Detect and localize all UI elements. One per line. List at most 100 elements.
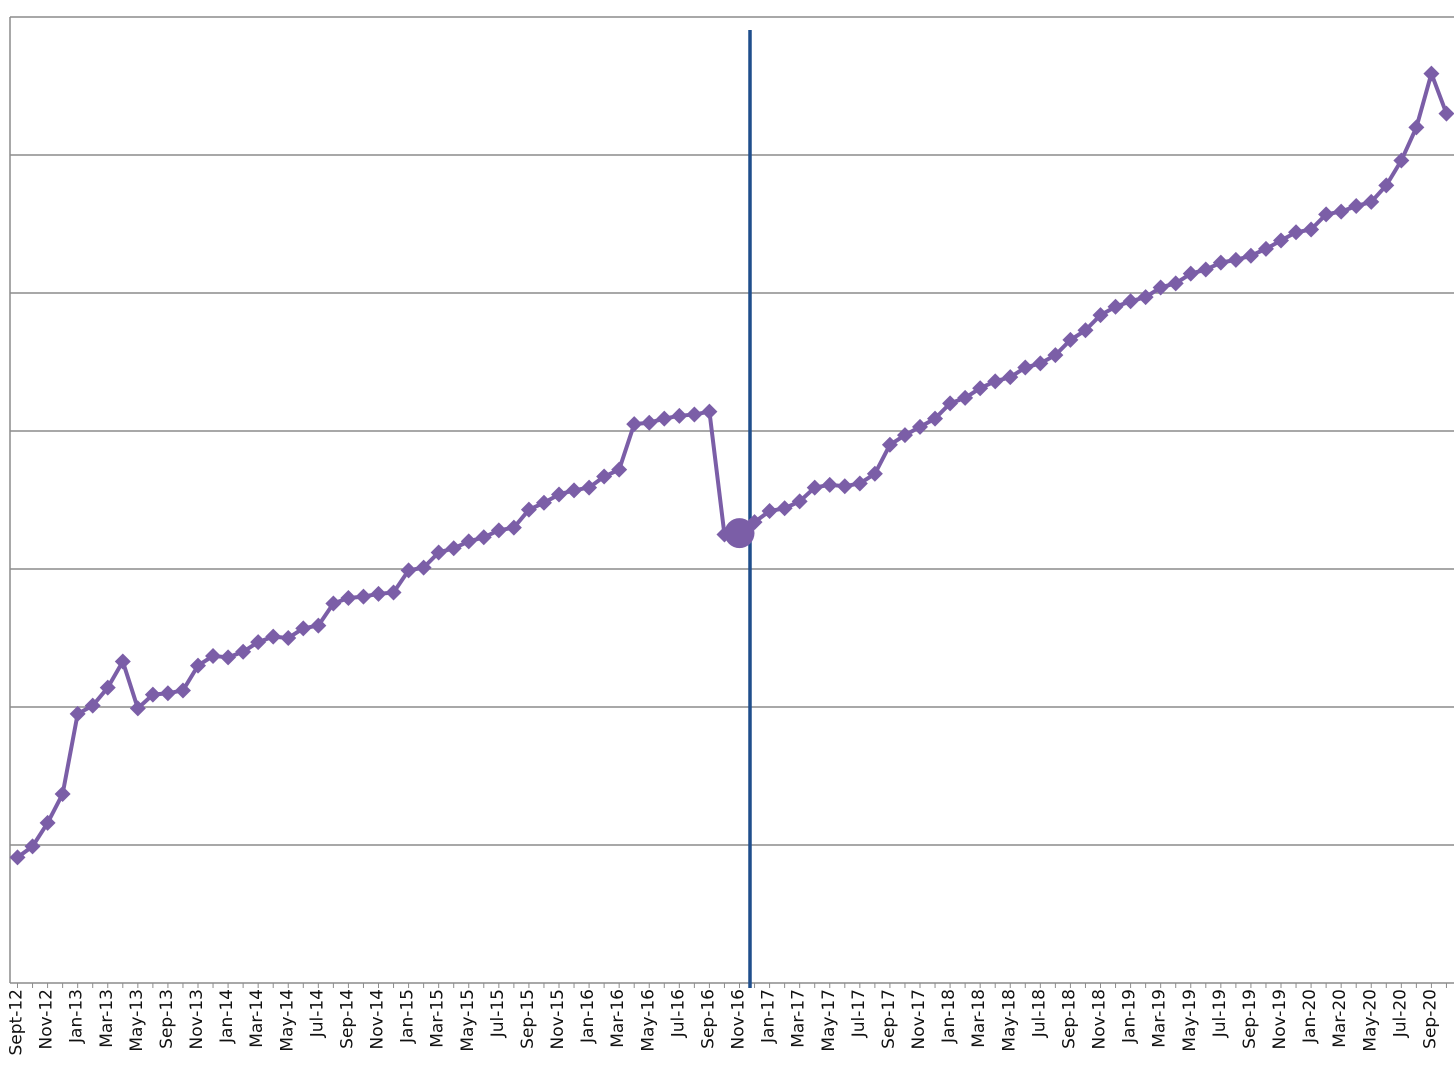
marker bbox=[1423, 65, 1440, 82]
marker bbox=[430, 544, 447, 561]
x-tick-label: Jan-13 bbox=[67, 989, 87, 1044]
x-tick-label: May-20 bbox=[1360, 989, 1380, 1052]
marker bbox=[596, 468, 613, 485]
marker bbox=[1438, 105, 1454, 122]
x-tick-label: Sep-19 bbox=[1240, 989, 1260, 1049]
x-tick-label: Nov-15 bbox=[548, 989, 568, 1050]
marker bbox=[9, 849, 26, 866]
marker bbox=[746, 514, 763, 531]
marker bbox=[205, 647, 222, 664]
x-tick-label: Mar-20 bbox=[1330, 989, 1350, 1048]
marker bbox=[611, 461, 628, 478]
marker bbox=[1303, 221, 1320, 238]
marker bbox=[791, 493, 808, 510]
x-tick-label: Nov-18 bbox=[1090, 989, 1110, 1050]
x-tick-label: Jul-17 bbox=[849, 989, 869, 1038]
marker bbox=[1408, 119, 1425, 136]
x-tick-label: Sept-12 bbox=[7, 989, 27, 1055]
x-tick-label: Jan-17 bbox=[759, 989, 779, 1044]
marker bbox=[1318, 206, 1335, 223]
marker bbox=[385, 584, 402, 601]
marker bbox=[144, 686, 161, 703]
marker bbox=[340, 589, 357, 606]
marker bbox=[851, 475, 868, 492]
marker bbox=[1378, 177, 1395, 194]
marker bbox=[1197, 261, 1214, 278]
x-tick-label: Jan-15 bbox=[398, 989, 418, 1044]
marker bbox=[1363, 193, 1380, 210]
marker bbox=[686, 406, 703, 423]
marker bbox=[520, 501, 537, 518]
marker bbox=[1032, 355, 1049, 372]
x-tick-label: Jul-18 bbox=[1029, 989, 1049, 1038]
marker bbox=[84, 697, 101, 714]
marker bbox=[445, 540, 462, 557]
marker bbox=[400, 562, 417, 579]
x-tick-label: Mar-14 bbox=[247, 989, 267, 1048]
x-tick-label: Jul-16 bbox=[668, 989, 688, 1038]
marker bbox=[671, 407, 688, 424]
marker bbox=[987, 373, 1004, 390]
marker bbox=[972, 380, 989, 397]
x-tick-label: Nov-17 bbox=[909, 989, 929, 1050]
marker bbox=[821, 476, 838, 493]
marker bbox=[1062, 331, 1079, 348]
marker bbox=[701, 403, 718, 420]
x-tick-label: Nov-19 bbox=[1270, 989, 1290, 1050]
x-tick-label: May-17 bbox=[819, 989, 839, 1052]
marker bbox=[1017, 359, 1034, 376]
marker bbox=[220, 649, 237, 666]
marker bbox=[505, 519, 522, 536]
x-tick-label: May-15 bbox=[458, 989, 478, 1052]
marker bbox=[415, 559, 432, 576]
marker bbox=[1288, 224, 1305, 241]
marker bbox=[39, 814, 56, 831]
marker bbox=[1273, 232, 1289, 249]
marker bbox=[641, 414, 658, 431]
x-tick-label: Mar-16 bbox=[608, 989, 628, 1048]
x-tick-label: Mar-13 bbox=[97, 989, 117, 1048]
x-tick-label: May-18 bbox=[999, 989, 1019, 1052]
marker bbox=[1333, 203, 1350, 220]
marker bbox=[957, 389, 974, 406]
x-tick-label: Sep-18 bbox=[1059, 989, 1079, 1049]
x-tick-label: Nov-16 bbox=[729, 989, 749, 1050]
marker bbox=[310, 617, 327, 634]
marker bbox=[1122, 293, 1139, 310]
marker bbox=[190, 657, 206, 674]
x-tick-label: May-14 bbox=[277, 989, 297, 1052]
marker bbox=[1167, 275, 1184, 292]
marker bbox=[1212, 254, 1229, 271]
marker bbox=[235, 643, 252, 660]
series-line bbox=[16, 71, 1449, 860]
marker bbox=[1257, 240, 1274, 257]
x-tick-label: Jan-14 bbox=[217, 989, 237, 1044]
marker bbox=[1047, 347, 1064, 364]
marker bbox=[896, 427, 913, 444]
x-tick-label: Sep-14 bbox=[337, 989, 357, 1049]
highlight-marker bbox=[724, 518, 755, 549]
marker bbox=[912, 418, 928, 435]
x-tick-label: Mar-18 bbox=[969, 989, 989, 1048]
marker bbox=[69, 705, 86, 722]
marker bbox=[54, 785, 71, 802]
marker bbox=[1137, 289, 1154, 306]
marker bbox=[927, 410, 944, 427]
x-tick-label: Jul-14 bbox=[307, 989, 327, 1038]
x-tick-label: Sep-13 bbox=[157, 989, 177, 1049]
marker bbox=[942, 395, 959, 412]
marker bbox=[1077, 322, 1094, 339]
marker bbox=[1182, 265, 1199, 282]
marker bbox=[1092, 307, 1109, 324]
marker bbox=[1002, 369, 1019, 386]
marker bbox=[1152, 279, 1169, 296]
x-tick-label: Jan-20 bbox=[1300, 989, 1320, 1044]
x-tick-label: Sep-15 bbox=[518, 989, 538, 1049]
marker bbox=[776, 500, 793, 517]
marker bbox=[1107, 298, 1124, 315]
marker bbox=[280, 630, 297, 646]
x-tick-label: Jan-18 bbox=[939, 989, 959, 1044]
marker bbox=[114, 653, 131, 670]
marker bbox=[99, 679, 116, 696]
